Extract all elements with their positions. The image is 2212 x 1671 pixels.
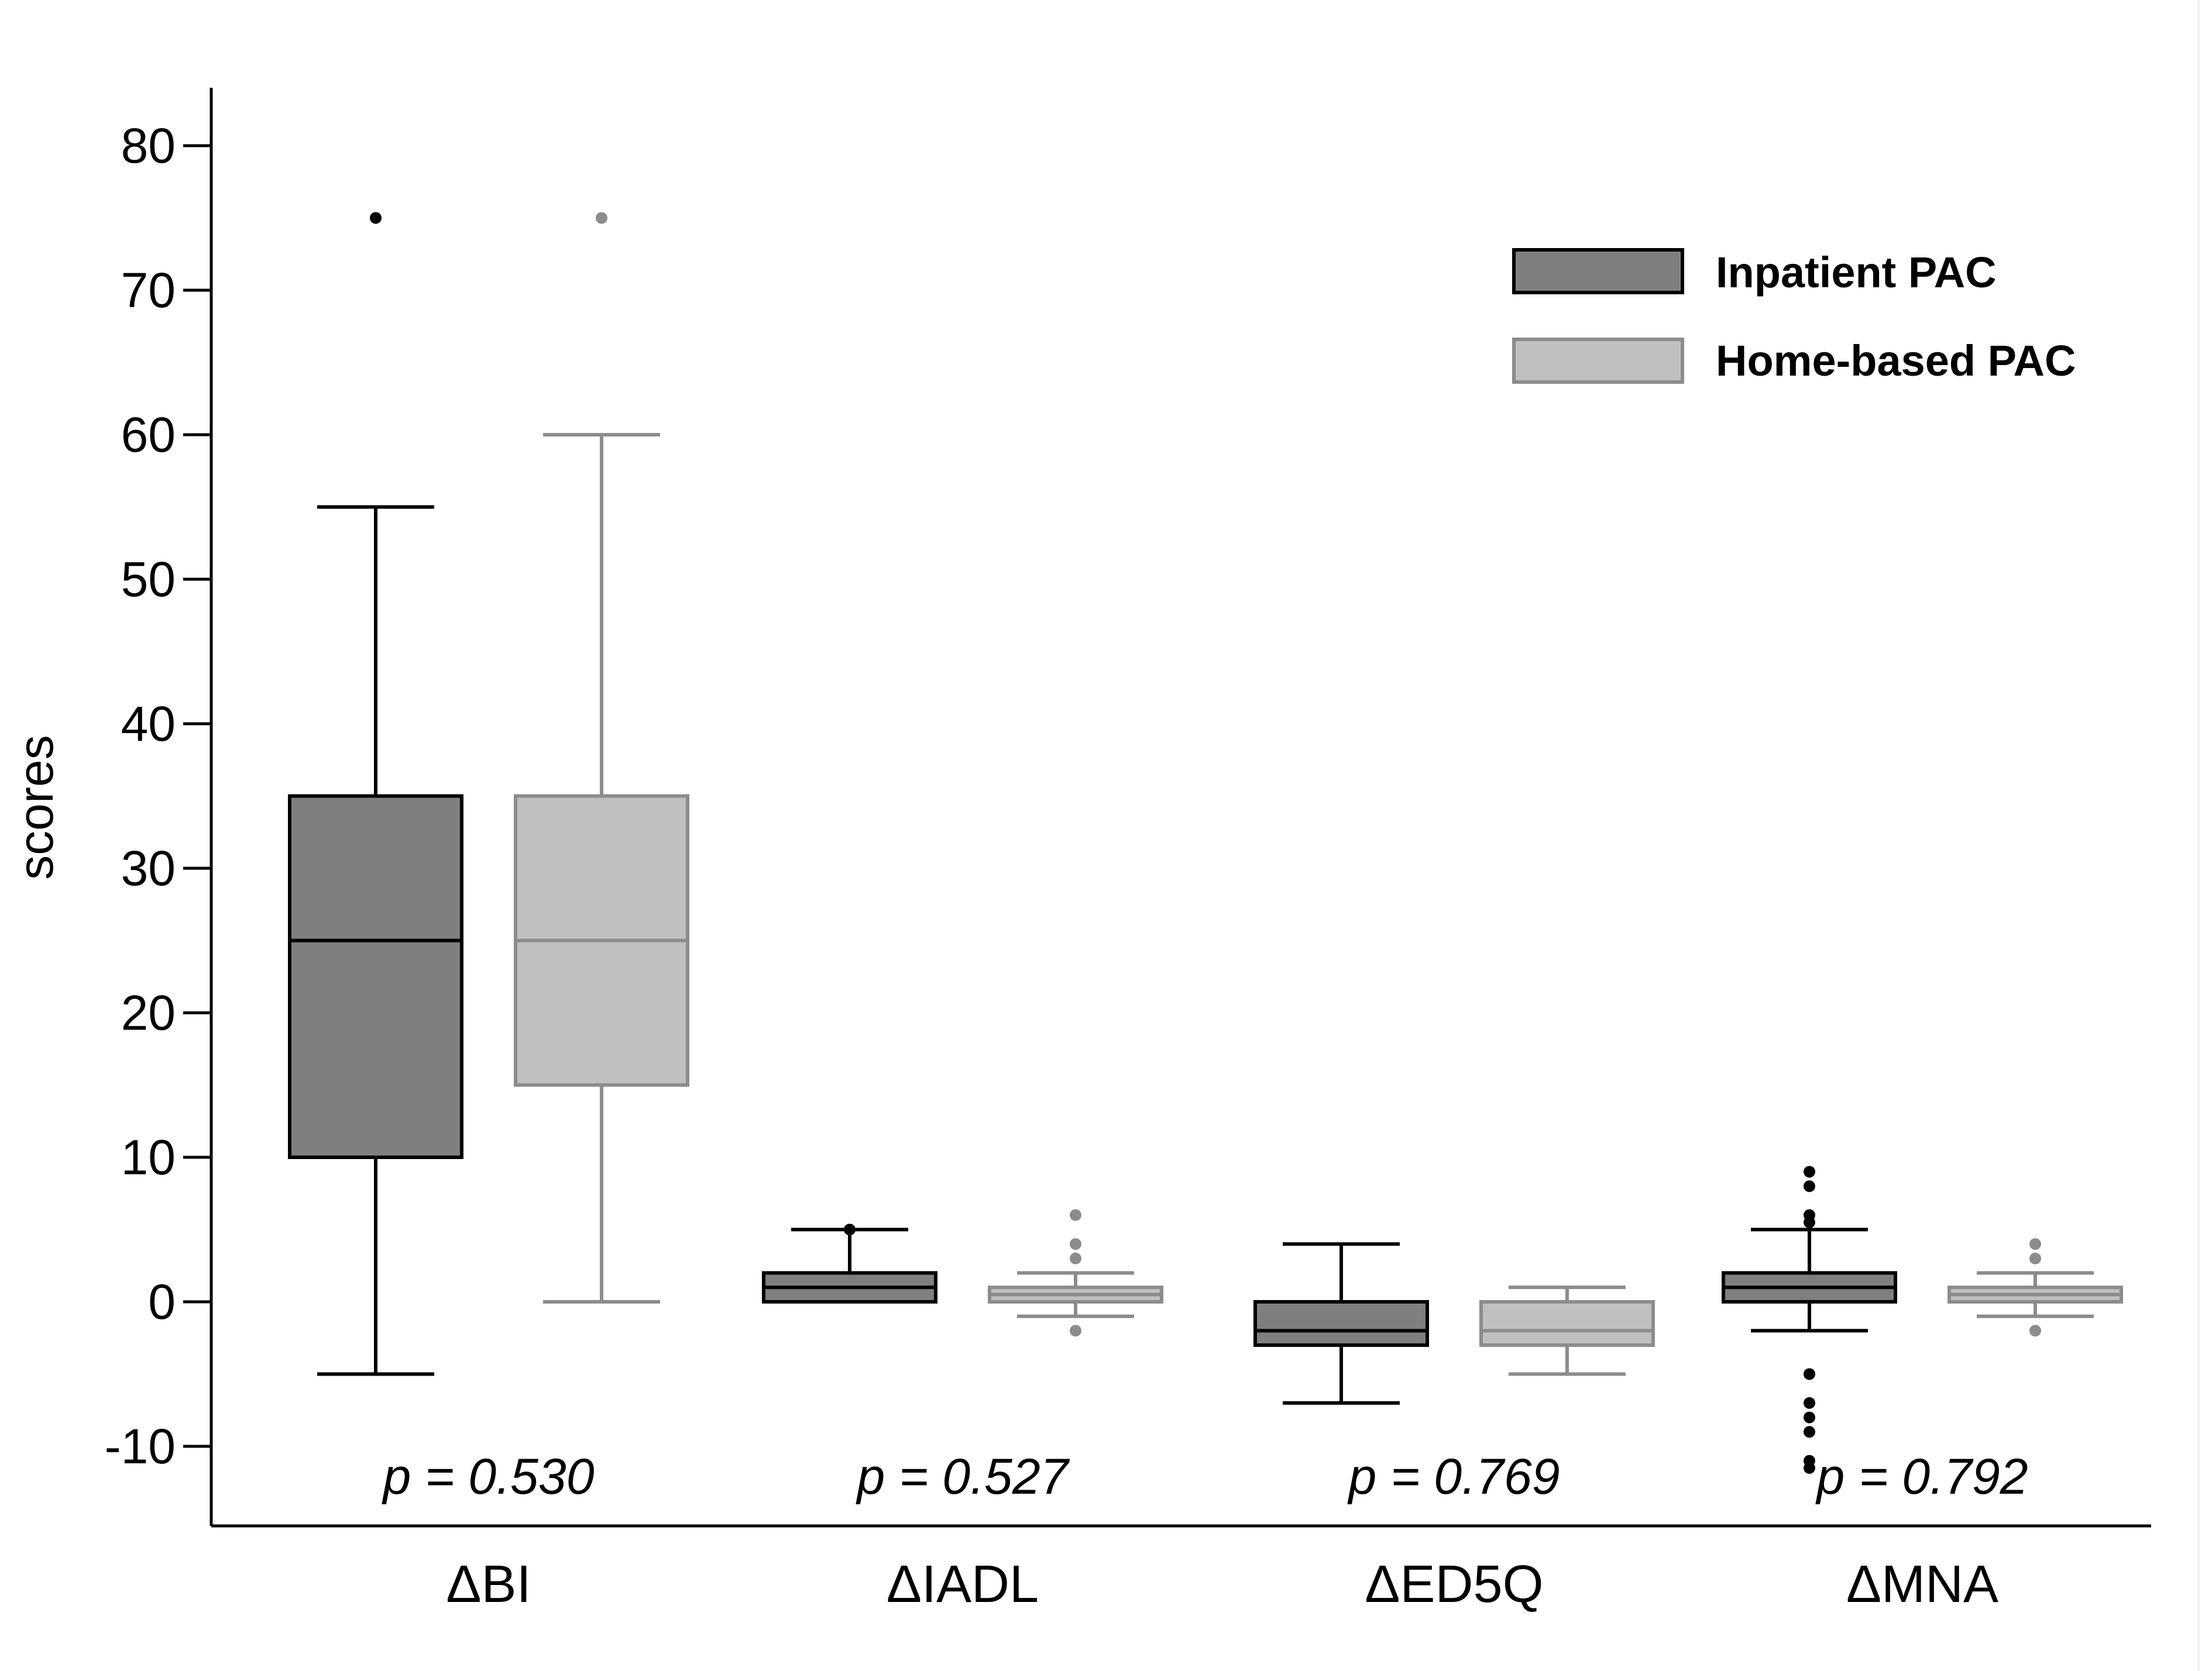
boxes-layer [288,212,2123,1474]
y-tick-label: 80 [121,118,176,173]
p-value-label: p = 0.527 [855,1449,1070,1505]
iqr-box [1253,1300,1429,1347]
legend-label-inpatient: Inpatient PAC [1716,248,1997,297]
right-edge-divider [2198,0,2200,1671]
outlier-point [1804,1411,1815,1424]
legend-swatch-home-based [1512,338,1684,384]
outlier-point [370,212,382,224]
box-home-based [988,1209,1163,1337]
y-tick-label: 50 [121,552,176,607]
p-value-label: p = 0.530 [381,1449,594,1505]
outlier-point [1070,1252,1081,1264]
y-axis-label: scores [8,735,63,879]
outlier-point [596,212,607,224]
legend-swatch-inpatient [1512,248,1684,294]
outlier-point [1804,1368,1815,1380]
axes-layer [209,88,2151,1528]
p-value-label: p = 0.769 [1347,1449,1560,1505]
outlier-point [2029,1325,2041,1337]
outlier-point [1070,1325,1081,1337]
outlier-point [2029,1252,2041,1264]
y-ticks: 80 70 60 50 40 30 20 10 0 -10 [105,118,211,1474]
y-tick-label: 0 [148,1274,176,1329]
box-inpatient [762,1223,937,1304]
y-tick-label: 30 [121,841,176,896]
category-label: ΔBI [446,1555,531,1614]
outlier-point [2029,1238,2041,1250]
outlier-point [1070,1238,1081,1250]
iqr-box [1479,1300,1655,1347]
y-tick-label: 60 [121,407,176,462]
category-label: ΔIADL [887,1555,1039,1614]
y-tick-label: 20 [121,985,176,1040]
outlier-point [1804,1397,1815,1409]
outlier-point [1804,1180,1815,1192]
category-label: ΔED5Q [1365,1555,1543,1614]
y-tick-label: 40 [121,696,176,751]
box-home-based [1947,1238,2123,1337]
iqr-box [288,794,463,1159]
legend-label-home-based: Home-based PAC [1716,336,2076,385]
outlier-point [1804,1426,1815,1438]
y-tick-label: 70 [121,263,176,318]
y-tick-label: 10 [121,1130,176,1185]
box-home-based [1479,1285,1655,1376]
outlier-point [1804,1462,1815,1474]
box-inpatient [1253,1242,1429,1405]
p-values: p = 0.530 p = 0.527 p = 0.769 p = 0.792 [381,1449,2028,1505]
outlier-point [1804,1216,1815,1229]
outlier-point [1804,1165,1815,1178]
outlier-point [1070,1209,1081,1221]
box-inpatient [1722,1165,1897,1474]
p-value-label: p = 0.792 [1815,1449,2028,1505]
y-tick-label: -10 [105,1419,176,1474]
category-labels: ΔBI ΔIADL ΔED5Q ΔMNA [446,1555,1998,1614]
box-home-based [514,212,689,1304]
outlier-point [844,1223,856,1236]
legend: Inpatient PAC Home-based PAC [1512,248,2076,385]
box-inpatient [288,212,463,1376]
category-label: ΔMNA [1846,1555,1998,1614]
